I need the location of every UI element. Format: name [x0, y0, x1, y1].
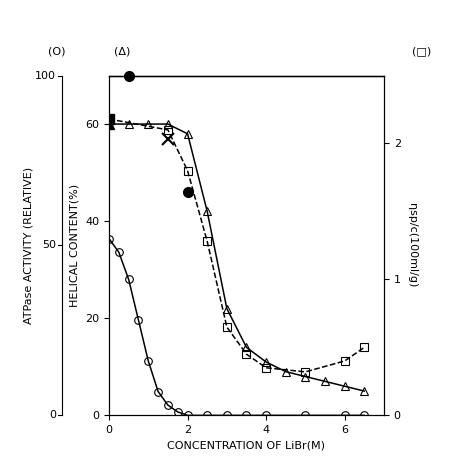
Text: (Δ): (Δ) — [114, 47, 130, 57]
Y-axis label: ηsp/c(100ml/g): ηsp/c(100ml/g) — [408, 203, 418, 287]
X-axis label: CONCENTRATION OF LiBr(M): CONCENTRATION OF LiBr(M) — [167, 441, 326, 451]
Text: 100: 100 — [35, 70, 56, 81]
Text: (□): (□) — [412, 47, 432, 57]
Y-axis label: HELICAL CONTENT(%): HELICAL CONTENT(%) — [70, 184, 80, 307]
Text: 50: 50 — [42, 240, 56, 251]
Text: ATPase ACTIVITY (RELATIVE): ATPase ACTIVITY (RELATIVE) — [23, 167, 34, 324]
Text: 0: 0 — [49, 410, 56, 421]
Text: (O): (O) — [48, 47, 65, 57]
